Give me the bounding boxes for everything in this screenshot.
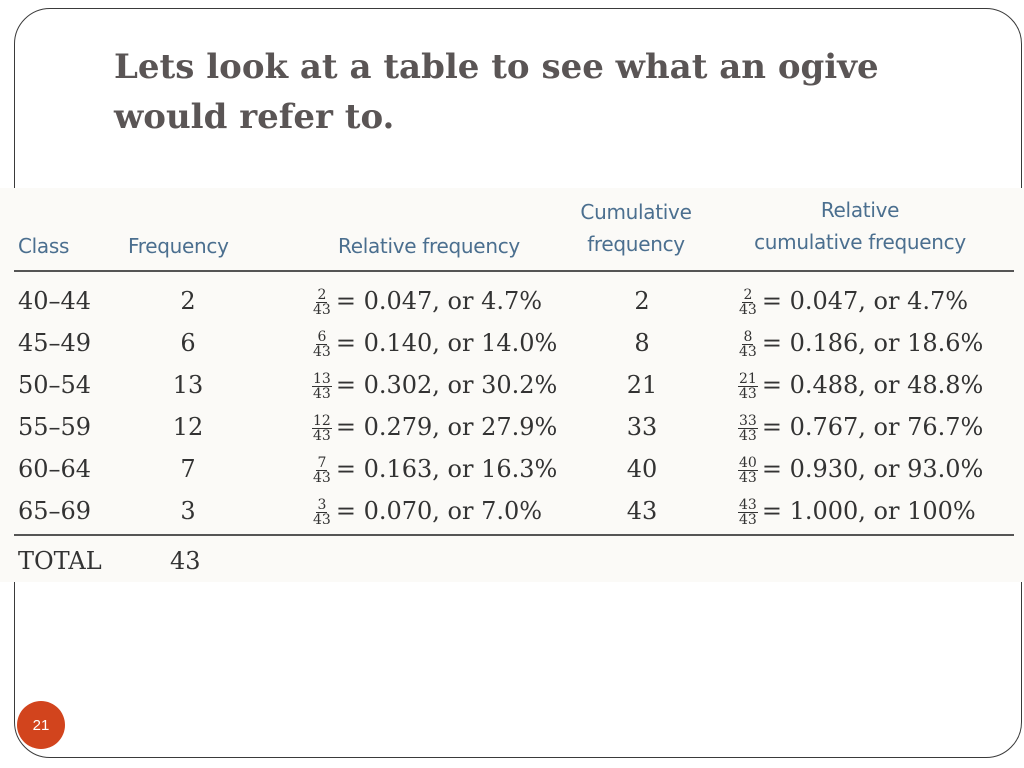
cumulative-cell: 33 [626, 413, 658, 441]
fraction: 2 43 [313, 287, 331, 318]
frequency-cell: 6 [180, 329, 196, 357]
header-cumulative-line1: Cumulative [580, 200, 692, 224]
header-relative-cumulative-line1: Relative [820, 198, 900, 222]
total-value: 43 [170, 547, 201, 575]
class-cell: 50–54 [18, 371, 92, 399]
fraction: 33 43 [738, 413, 758, 444]
fraction: 40 43 [738, 455, 758, 486]
frequency-cell: 2 [180, 287, 196, 315]
frequency-table: Class Frequency Relative frequency Cumul… [0, 188, 1024, 582]
relative-cumulative-cell: 43 43 = 1.000, or 100% [738, 497, 976, 528]
cumulative-cell: 40 [626, 455, 658, 483]
header-cumulative-frequency: Cumulative frequency [566, 196, 706, 260]
class-cell: 65–69 [18, 497, 92, 525]
frequency-cell: 12 [172, 413, 204, 441]
frequency-cell: 7 [180, 455, 196, 483]
cumulative-cell: 2 [634, 287, 650, 315]
header-relative-cumulative-line2: cumulative frequency [754, 230, 966, 254]
cumulative-cell: 21 [626, 371, 658, 399]
header-class: Class [18, 234, 70, 258]
frequency-cell: 3 [180, 497, 196, 525]
relative-frequency-cell: 2 43 = 0.047, or 4.7% [313, 287, 543, 318]
header-rule [14, 270, 1014, 272]
fraction: 43 43 [738, 497, 758, 528]
frequency-cell: 13 [172, 371, 204, 399]
fraction: 3 43 [313, 497, 331, 528]
fraction: 13 43 [312, 371, 332, 402]
cumulative-cell: 8 [634, 329, 650, 357]
relative-frequency-cell: 3 43 = 0.070, or 7.0% [313, 497, 543, 528]
relative-cumulative-cell: 40 43 = 0.930, or 93.0% [738, 455, 984, 486]
class-cell: 40–44 [18, 287, 92, 315]
total-label: TOTAL [18, 547, 102, 575]
relative-frequency-cell: 13 43 = 0.302, or 30.2% [312, 371, 558, 402]
total-rule [14, 534, 1014, 536]
header-relative-frequency: Relative frequency [338, 234, 520, 258]
fraction: 8 43 [739, 329, 757, 360]
header-relative-cumulative-frequency: Relative cumulative frequency [736, 194, 984, 258]
fraction: 6 43 [313, 329, 331, 360]
class-cell: 60–64 [18, 455, 92, 483]
relative-frequency-cell: 6 43 = 0.140, or 14.0% [313, 329, 558, 360]
relative-cumulative-cell: 8 43 = 0.186, or 18.6% [739, 329, 984, 360]
header-cumulative-line2: frequency [587, 232, 685, 256]
relative-cumulative-cell: 21 43 = 0.488, or 48.8% [738, 371, 984, 402]
page-number-badge: 21 [17, 701, 65, 749]
cumulative-cell: 43 [626, 497, 658, 525]
relative-frequency-cell: 7 43 = 0.163, or 16.3% [313, 455, 558, 486]
slide-title: Lets look at a table to see what an ogiv… [114, 47, 879, 137]
fraction: 7 43 [313, 455, 331, 486]
header-frequency: Frequency [128, 234, 229, 258]
relative-cumulative-cell: 2 43 = 0.047, or 4.7% [739, 287, 969, 318]
class-cell: 45–49 [18, 329, 92, 357]
fraction: 2 43 [739, 287, 757, 318]
relative-cumulative-cell: 33 43 = 0.767, or 76.7% [738, 413, 984, 444]
relative-frequency-cell: 12 43 = 0.279, or 27.9% [312, 413, 558, 444]
fraction: 21 43 [738, 371, 758, 402]
class-cell: 55–59 [18, 413, 92, 441]
fraction: 12 43 [312, 413, 332, 444]
